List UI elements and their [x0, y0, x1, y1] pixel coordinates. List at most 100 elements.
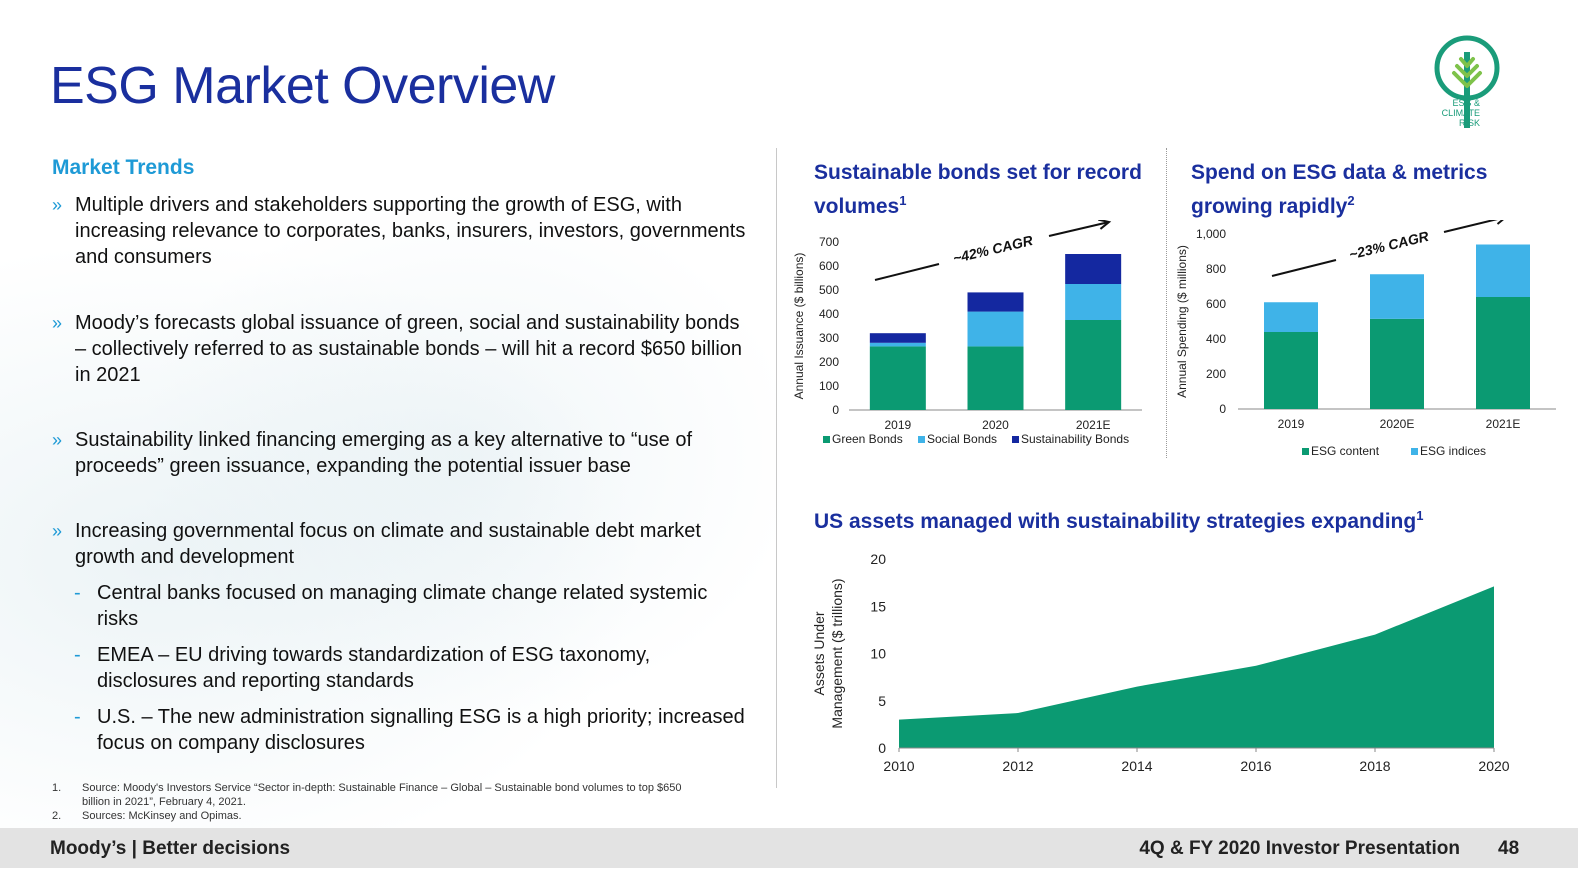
footnote: 1. Source: Moody's Investors Service “Se…: [52, 781, 692, 809]
bar-segment: [1264, 332, 1318, 409]
footnotes: 1. Source: Moody's Investors Service “Se…: [52, 781, 692, 823]
market-trends-heading: Market Trends: [52, 156, 195, 179]
y-tick-label: 1,000: [1196, 227, 1226, 241]
footer-brand: Moody’s | Better decisions: [50, 838, 291, 859]
bullet-marker: »: [52, 521, 63, 541]
footnote-number: 1.: [52, 782, 62, 794]
cagr-arrow-head: [1496, 220, 1504, 225]
chart-divider: [1166, 148, 1167, 458]
aum-area: [899, 586, 1494, 748]
sub-bullet-item: - EMEA – EU driving towards standardizat…: [52, 642, 752, 694]
bullet-item: » Sustainability linked financing emergi…: [52, 427, 752, 479]
x-tick-label: 2019: [884, 418, 911, 432]
logo-text: ESG & CLIMATE RISK: [1441, 98, 1480, 128]
market-trends-list: » Multiple drivers and stakeholders supp…: [52, 192, 752, 756]
y-tick-label: 100: [819, 379, 839, 393]
bullet-marker: »: [52, 313, 63, 333]
bar-segment: [1065, 284, 1122, 320]
sub-bullet-item: - U.S. – The new administration signalli…: [52, 704, 752, 756]
bar-segment: [1476, 244, 1530, 297]
bar-segment: [1065, 320, 1122, 410]
cagr-arrow-line: [874, 263, 940, 281]
tree-icon: [1434, 35, 1500, 128]
cagr-annotation: ~42% CAGR: [951, 232, 1035, 266]
y-tick-label: 400: [1206, 332, 1226, 346]
legend-label: ESG content: [1311, 444, 1380, 458]
spend-chart-title: Spend on ESG data & metrics growing rapi…: [1191, 161, 1488, 218]
bar-segment: [869, 333, 926, 343]
bar-segment: [967, 292, 1024, 312]
footer-bar: Moody’s | Better decisions 4Q & FY 2020 …: [0, 828, 1578, 868]
bullet-item: » Increasing governmental focus on clima…: [52, 518, 752, 570]
sub-bullet-text: Central banks focused on managing climat…: [97, 582, 708, 630]
bullet-marker: »: [52, 195, 63, 215]
y-tick-label: 0: [878, 740, 886, 756]
y-axis-label: Management ($ trillions): [829, 578, 845, 728]
aum-chart-title: US assets managed with sustainability st…: [814, 508, 1424, 533]
y-axis-label: Assets Under: [811, 611, 827, 695]
y-tick-label: 600: [819, 259, 839, 273]
legend-label: Sustainability Bonds: [1021, 432, 1129, 446]
x-tick-label: 2010: [883, 758, 914, 774]
footnote-text: Source: Moody's Investors Service “Secto…: [82, 782, 682, 808]
esg-climate-risk-logo: ESG & CLIMATE RISK: [1412, 30, 1512, 135]
legend-swatch: [1411, 448, 1418, 455]
page-title: ESG Market Overview: [50, 57, 555, 115]
sub-bullet-marker: -: [74, 582, 81, 604]
footer-presentation-title: 4Q & FY 2020 Investor Presentation: [1139, 838, 1460, 859]
cagr-arrow-line: [1443, 220, 1498, 233]
y-axis-label: Annual Spending ($ millions): [1175, 245, 1189, 398]
y-tick-label: 700: [819, 235, 839, 249]
legend-swatch: [1012, 436, 1019, 443]
x-tick-label: 2020: [1478, 758, 1509, 774]
cagr-arrow-line: [1271, 259, 1337, 277]
x-tick-label: 2018: [1359, 758, 1390, 774]
sub-bullet-item: - Central banks focused on managing clim…: [52, 580, 752, 632]
y-tick-label: 20: [870, 551, 886, 567]
spend-bar-chart: 0 200 400 600 800 1,000 Annual Spending ($ mil…: [1175, 220, 1556, 458]
legend-swatch: [918, 436, 925, 443]
x-tick-label: 2012: [1002, 758, 1033, 774]
legend-swatch: [823, 436, 830, 443]
bar-segment: [869, 342, 926, 347]
cagr-arrow-head: [1098, 220, 1112, 230]
x-tick-label: 2020E: [1380, 417, 1415, 431]
bullet-marker: »: [52, 430, 63, 450]
legend-label: ESG indices: [1420, 444, 1486, 458]
bullet-item: » Multiple drivers and stakeholders supp…: [52, 192, 752, 270]
bullet-item: » Moody’s forecasts global issuance of g…: [52, 310, 752, 388]
y-tick-label: 15: [870, 598, 886, 614]
bar-segment: [1370, 274, 1424, 319]
bar-segment: [1476, 297, 1530, 409]
bonds-chart-title: Sustainable bonds set for record volumes…: [814, 161, 1142, 218]
x-tick-label: 2014: [1121, 758, 1152, 774]
y-tick-label: 10: [870, 646, 886, 662]
sub-bullet-text: U.S. – The new administration signalling…: [97, 706, 745, 754]
footnote: 2. Sources: McKinsey and Opimas.: [52, 809, 692, 823]
bullet-text: Sustainability linked financing emerging…: [75, 429, 693, 477]
sub-bullet-marker: -: [74, 706, 81, 728]
bullet-text: Multiple drivers and stakeholders suppor…: [75, 194, 746, 268]
bar-segment: [869, 346, 926, 410]
legend-label: Social Bonds: [927, 432, 997, 446]
y-tick-label: 200: [1206, 367, 1226, 381]
legend-label: Green Bonds: [832, 432, 903, 446]
x-tick-label: 2021E: [1076, 418, 1111, 432]
y-tick-label: 0: [832, 403, 839, 417]
x-tick-label: 2019: [1278, 417, 1305, 431]
bonds-bar-chart: 0 100 200 300 400 500 600 700 Annual Issuance ($…: [792, 220, 1142, 446]
y-tick-label: 0: [1219, 402, 1226, 416]
y-tick-label: 800: [1206, 262, 1226, 276]
page-number: 48: [1498, 838, 1520, 859]
x-tick-label: 2021E: [1486, 417, 1521, 431]
cagr-arrow-line: [1048, 221, 1110, 237]
bullet-text: Increasing governmental focus on climate…: [75, 520, 701, 568]
y-tick-label: 600: [1206, 297, 1226, 311]
y-tick-label: 5: [878, 693, 886, 709]
y-tick-label: 400: [819, 307, 839, 321]
x-tick-label: 2016: [1240, 758, 1271, 774]
sub-bullet-text: EMEA – EU driving towards standardizatio…: [97, 644, 651, 692]
bar-segment: [967, 311, 1024, 347]
bar-segment: [1370, 318, 1424, 409]
y-axis-label: Annual Issuance ($ billions): [792, 253, 806, 400]
